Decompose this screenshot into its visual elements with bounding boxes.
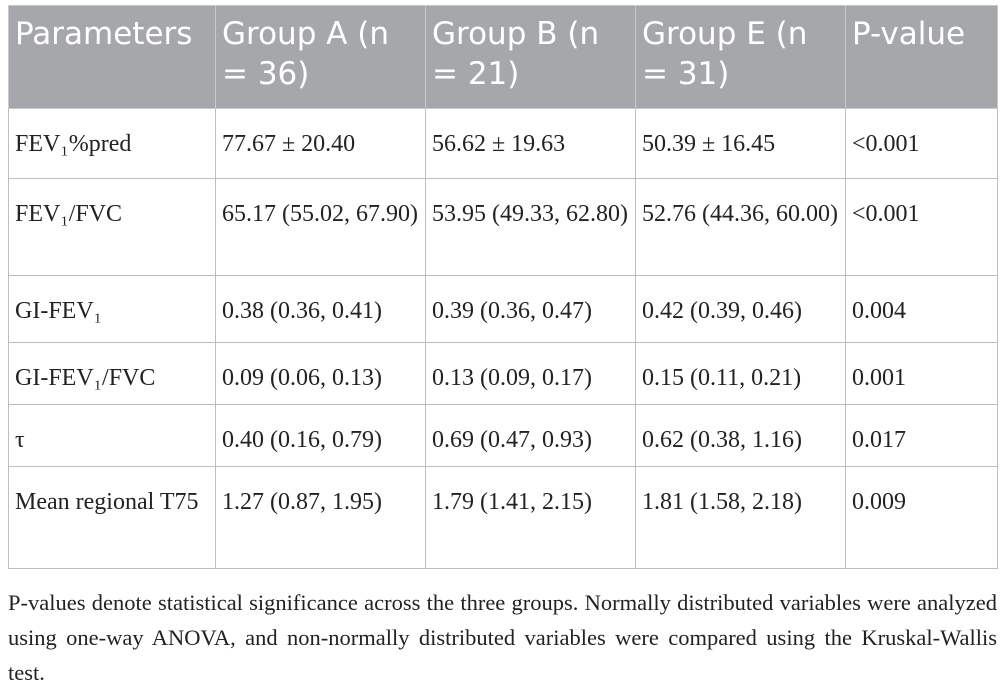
cell: 1.27 (0.87, 1.95): [215, 466, 426, 569]
cell: 0.39 (0.36, 0.47): [425, 275, 636, 343]
cell: <0.001: [845, 108, 998, 179]
cell: 0.62 (0.38, 1.16): [635, 404, 846, 467]
cell: 0.009: [845, 466, 998, 569]
cell: 0.15 (0.11, 0.21): [635, 342, 846, 405]
cell: 1.81 (1.58, 2.18): [635, 466, 846, 569]
cell: 52.76 (44.36, 60.00): [635, 178, 846, 276]
row: FEV₁%pred 77.67 ± 20.40 56.62 ± 19.63 50.39…: [8, 108, 998, 179]
header-row: Parameters Group A (n = 36) Group B (n =…: [8, 5, 998, 109]
cell: GI-FEV₁: [8, 275, 216, 343]
cell: 0.001: [845, 342, 998, 405]
cell: 1.79 (1.41, 2.15): [425, 466, 636, 569]
row: τ 0.40 (0.16, 0.79) 0.69 (0.47, 0.93) 0.62 …: [8, 404, 998, 467]
cell: 0.017: [845, 404, 998, 467]
header-cell: Parameters: [8, 5, 216, 109]
row: GI-FEV₁ 0.38 (0.36, 0.41) 0.39 (0.36, 0.47…: [8, 275, 998, 343]
footnote: P-values denote statistical significance…: [8, 590, 997, 685]
cell: 50.39 ± 16.45: [635, 108, 846, 179]
data-table: Parameters Group A (n = 36) Group B (n =…: [8, 5, 998, 569]
header-cell: P-value: [845, 5, 998, 109]
cell: 0.42 (0.39, 0.46): [635, 275, 846, 343]
cell: τ: [8, 404, 216, 467]
cell: 0.69 (0.47, 0.93): [425, 404, 636, 467]
cell: 77.67 ± 20.40: [215, 108, 426, 179]
cell: 56.62 ± 19.63: [425, 108, 636, 179]
cell: Mean regional T75: [8, 466, 216, 569]
row: FEV₁/FVC 65.17 (55.02, 67.90) 53.95 (49.33…: [8, 178, 998, 276]
cell: 0.40 (0.16, 0.79): [215, 404, 426, 467]
cell: 0.09 (0.06, 0.13): [215, 342, 426, 405]
cell: 53.95 (49.33, 62.80): [425, 178, 636, 276]
cell: 65.17 (55.02, 67.90): [215, 178, 426, 276]
row: Mean regional T75 1.27 (0.87, 1.95) 1.79 (…: [8, 466, 998, 569]
cell: GI-FEV₁/FVC: [8, 342, 216, 405]
row: GI-FEV₁/FVC 0.09 (0.06, 0.13) 0.13 (0.09, …: [8, 342, 998, 405]
cell: 0.38 (0.36, 0.41): [215, 275, 426, 343]
cell: FEV₁%pred: [8, 108, 216, 179]
cell: FEV₁/FVC: [8, 178, 216, 276]
header-cell: Group A (n = 36): [215, 5, 426, 109]
cell: 0.004: [845, 275, 998, 343]
header-cell: Group B (n = 21): [425, 5, 636, 109]
header-cell: Group E (n = 31): [635, 5, 846, 109]
cell: <0.001: [845, 178, 998, 276]
cell: 0.13 (0.09, 0.17): [425, 342, 636, 405]
